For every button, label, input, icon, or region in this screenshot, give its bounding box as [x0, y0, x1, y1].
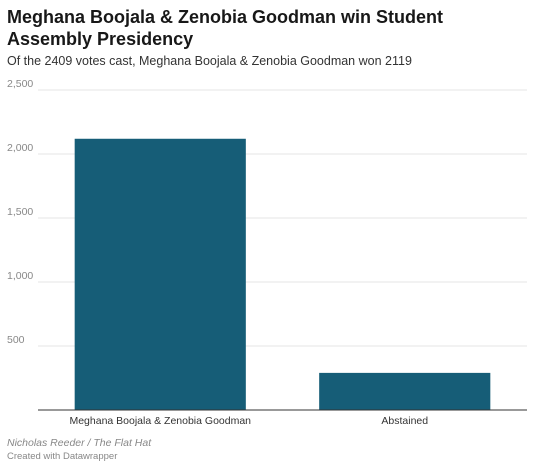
y-tick-label: 500	[7, 334, 25, 346]
bar-chart: 500 1,000 1,500 2,000 2,500 Meghana Boojala …	[7, 78, 527, 427]
x-category-labels: Meghana Boojala & Zenobia Goodman Abstain…	[69, 415, 428, 427]
bar	[319, 372, 491, 410]
y-tick-label: 1,500	[7, 206, 33, 218]
y-tick-labels: 500 1,000 1,500 2,000 2,500	[7, 78, 33, 346]
bars	[74, 138, 491, 410]
y-tick-label: 2,000	[7, 142, 33, 154]
y-tick-label: 2,500	[7, 78, 33, 90]
source-note: Nicholas Reeder / The Flat Hat	[7, 437, 152, 449]
y-tick-label: 1,000	[7, 270, 33, 282]
datawrapper-credit: Created with Datawrapper	[7, 451, 118, 462]
x-category-label: Meghana Boojala & Zenobia Goodman	[69, 415, 251, 427]
chart-subtitle: Of the 2409 votes cast, Meghana Boojala …	[7, 54, 412, 68]
bar	[74, 138, 246, 410]
x-category-label: Abstained	[381, 415, 428, 427]
chart-title: Meghana Boojala & Zenobia Goodman win St…	[7, 7, 444, 49]
